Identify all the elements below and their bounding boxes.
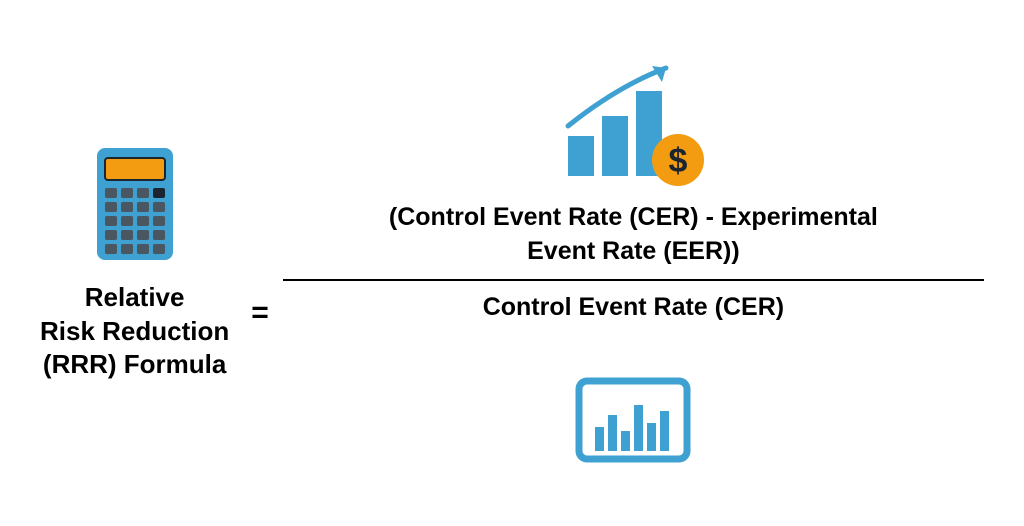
formula-title: Relative Risk Reduction (RRR) Formula xyxy=(40,281,229,382)
numerator-line-1: (Control Event Rate (CER) - Experimental xyxy=(389,203,878,231)
svg-text:$: $ xyxy=(669,142,688,180)
equals-sign: = xyxy=(251,296,269,330)
formula-left-side: Relative Risk Reduction (RRR) Formula xyxy=(40,144,229,382)
fraction: (Control Event Rate (CER) - Experimental… xyxy=(283,201,984,324)
title-line-3: (RRR) Formula xyxy=(43,349,226,379)
formula-right-side: $ (Control Event Rate (CER) - Experiment… xyxy=(283,56,984,469)
formula-container: Relative Risk Reduction (RRR) Formula = … xyxy=(0,0,1024,526)
fraction-numerator: (Control Event Rate (CER) - Experimental… xyxy=(379,201,888,279)
numerator-line-2: Event Rate (EER)) xyxy=(527,237,740,265)
title-line-1: Relative xyxy=(85,282,185,312)
dashboard-chart-icon xyxy=(573,375,693,470)
fraction-denominator: Control Event Rate (CER) xyxy=(473,281,794,325)
bar-chart-growth-icon: $ xyxy=(548,56,718,191)
calculator-icon xyxy=(91,144,179,269)
title-line-2: Risk Reduction xyxy=(40,316,229,346)
